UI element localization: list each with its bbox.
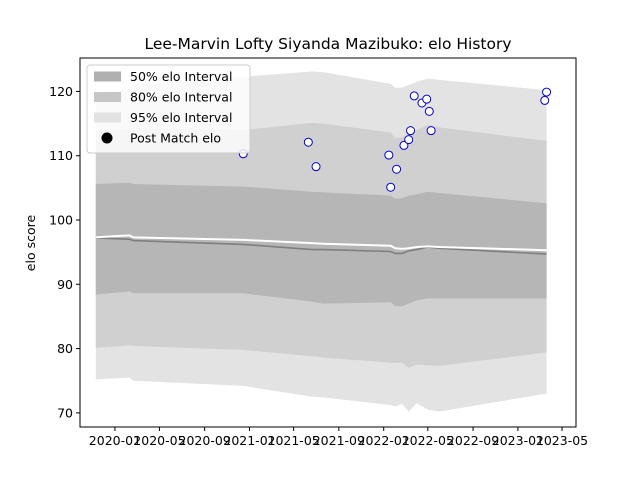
legend-box xyxy=(86,64,251,154)
post-match-point xyxy=(392,164,402,174)
post-match-point xyxy=(542,87,552,97)
x-tick-label: 2022-09 xyxy=(447,433,499,448)
legend-label: 95% elo Interval xyxy=(130,110,232,125)
x-axis: 2020-012020-052020-092021-012021-052021-… xyxy=(89,427,588,448)
post-match-point xyxy=(540,95,550,105)
post-match-point xyxy=(409,91,419,101)
legend-marker xyxy=(101,132,113,144)
x-tick-label: 2022-05 xyxy=(402,433,454,448)
legend: 50% elo Interval 80% elo Interval 95% elo … xyxy=(86,64,251,154)
post-match-point xyxy=(386,182,396,192)
x-tick-label: 2020-09 xyxy=(179,433,231,448)
legend-label: 80% elo Interval xyxy=(130,90,232,105)
x-tick-label: 2023-05 xyxy=(536,433,588,448)
x-tick-label: 2021-09 xyxy=(313,433,365,448)
x-tick-label: 2021-05 xyxy=(268,433,320,448)
legend-swatch xyxy=(94,71,121,82)
median-line xyxy=(95,234,547,252)
chart-title: Lee-Marvin Lofty Siyanda Mazibuko: elo H… xyxy=(144,35,511,53)
x-tick-label: 2022-01 xyxy=(358,433,410,448)
post-match-point xyxy=(384,150,394,160)
post-match-point xyxy=(399,140,409,150)
post-match-point xyxy=(406,126,416,136)
legend-label: Post Match elo xyxy=(130,131,221,146)
post-match-point xyxy=(424,106,434,116)
x-tick-label: 2020-05 xyxy=(133,433,185,448)
y-tick-label: 120 xyxy=(49,84,73,99)
x-tick-label: 2023-01 xyxy=(492,433,544,448)
post-match-point xyxy=(303,137,313,147)
y-axis-label: elo score xyxy=(23,215,38,272)
legend-swatch xyxy=(94,112,121,123)
post-match-point xyxy=(404,135,414,145)
x-tick-label: 2021-01 xyxy=(223,433,275,448)
y-tick-label: 90 xyxy=(57,277,73,292)
y-tick-label: 100 xyxy=(49,213,73,228)
plot-frame xyxy=(79,57,577,428)
post-match-point xyxy=(311,162,321,172)
y-tick-label: 80 xyxy=(57,341,73,356)
legend-swatch xyxy=(94,92,121,102)
post-match-point xyxy=(426,126,436,136)
post-match-point xyxy=(422,94,432,104)
y-axis: 70 80 90 100 110 120 xyxy=(49,84,80,420)
plot-area xyxy=(79,57,577,428)
legend-label: 50% elo Interval xyxy=(130,69,232,84)
y-tick-label: 110 xyxy=(49,148,73,163)
y-tick-label: 70 xyxy=(57,405,73,420)
x-tick-label: 2020-01 xyxy=(89,433,141,448)
